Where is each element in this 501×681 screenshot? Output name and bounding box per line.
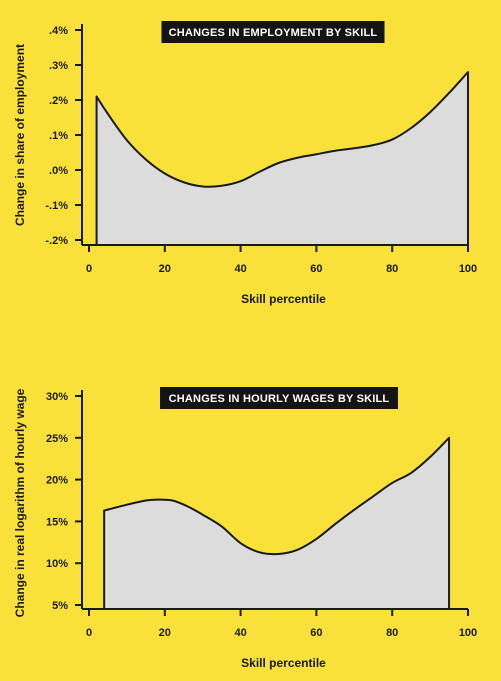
x-axis-title: Skill percentile: [241, 656, 326, 670]
wages-chart: 0 20 40 60 80 100 30% 25% 20% 15% 10% 5% Skill perce…: [13, 387, 477, 670]
x-tick-label: 60: [310, 627, 322, 639]
y-tick-label: .4%: [49, 25, 68, 37]
y-tick-label: 15%: [46, 516, 68, 528]
y-tick-label: -.2%: [45, 235, 68, 247]
y-tick-label: .3%: [49, 60, 68, 72]
x-tick-label: 40: [234, 263, 246, 275]
y-tick-label: 20%: [46, 475, 68, 487]
y-tick-label: 5%: [52, 600, 68, 612]
chart-title: CHANGES IN HOURLY WAGES BY SKILL: [169, 393, 390, 405]
chart-title-banner: [160, 387, 398, 409]
x-tick-label: 20: [159, 263, 171, 275]
x-axis-title: Skill percentile: [241, 292, 326, 306]
y-tick-label: .0%: [49, 165, 68, 177]
series-area-0: [95, 71, 469, 246]
x-tick-label: 80: [386, 263, 398, 275]
employment-chart: 0 20 40 60 80 100 .4% .3% .2% .1% .0% -.1% -.2% Skill…: [13, 21, 477, 306]
y-tick-label: -.1%: [45, 200, 68, 212]
y-tick-label: 30%: [46, 391, 68, 403]
y-tick-label: .2%: [49, 95, 68, 107]
x-tick-label: 80: [386, 627, 398, 639]
y-tick-label: .1%: [49, 130, 68, 142]
x-tick-label: 100: [459, 263, 477, 275]
x-tick-label: 0: [86, 263, 92, 275]
chart-title-banner: [161, 21, 385, 43]
y-tick-label: 25%: [46, 433, 68, 445]
x-tick-label: 0: [86, 627, 92, 639]
series-area-0: [103, 436, 451, 610]
x-tick-label: 40: [234, 627, 246, 639]
y-axis-title: Change in real logarithm of hourly wage: [13, 388, 27, 617]
y-axis-title: Change in share of employment: [13, 44, 27, 226]
y-tick-label: 10%: [46, 558, 68, 570]
x-tick-label: 60: [310, 263, 322, 275]
chart-title: CHANGES IN EMPLOYMENT BY SKILL: [169, 27, 378, 39]
x-tick-label: 20: [159, 627, 171, 639]
x-tick-label: 100: [459, 627, 477, 639]
